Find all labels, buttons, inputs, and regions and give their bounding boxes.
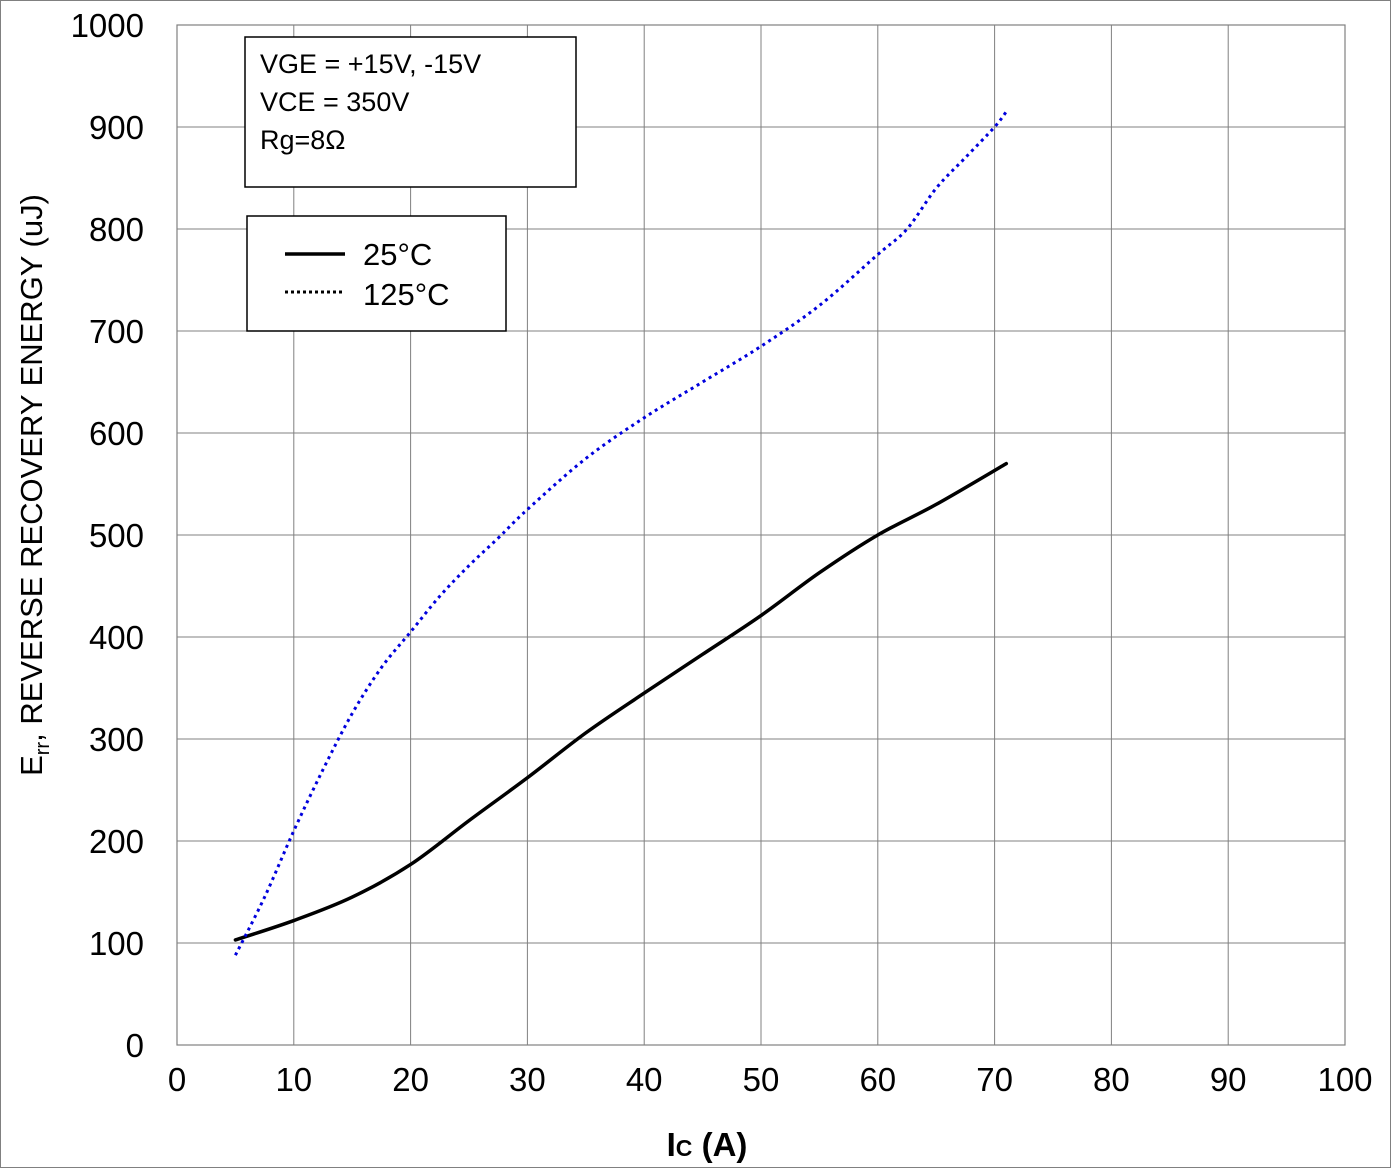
- legend: 25°C 125°C: [246, 215, 507, 332]
- x-axis-title: IC (A): [667, 1126, 748, 1163]
- tick-layer: 0 10 20 30 40 50 60 70 80 90 100010020030040050060…: [71, 7, 1373, 1098]
- y-axis-title-sub: rr: [32, 742, 54, 756]
- plot-area-border: [176, 24, 1346, 1046]
- y-axis-title-main: E: [14, 755, 49, 776]
- condition-vge: VGE = +15V, -15V: [260, 49, 481, 79]
- x-axis-title-sub: C: [676, 1135, 693, 1161]
- y-axis-title-rest: , REVERSE RECOVERY ENERGY (uJ): [14, 194, 49, 742]
- y-tick-label: 1000: [71, 7, 144, 44]
- y-tick-label: 700: [89, 313, 144, 350]
- condition-rg: Rg=8Ω: [260, 125, 345, 155]
- y-tick-label: 500: [89, 517, 144, 554]
- series-layer: [233, 110, 1009, 956]
- x-tick-label: 90: [1210, 1061, 1247, 1098]
- x-tick-label: 60: [859, 1061, 896, 1098]
- y-tick-label: 600: [89, 415, 144, 452]
- series-line-125c: [234, 110, 1008, 956]
- x-tick-label: 10: [275, 1061, 312, 1098]
- y-tick-label: 800: [89, 211, 144, 248]
- conditions-box-frame: [244, 36, 577, 188]
- x-axis-title-rest: (A): [692, 1126, 747, 1163]
- y-tick-label: 400: [89, 619, 144, 656]
- x-tick-label: 40: [626, 1061, 663, 1098]
- x-axis-title-main: I: [667, 1126, 676, 1163]
- x-tick-label: 100: [1317, 1061, 1372, 1098]
- x-tick-label: 20: [392, 1061, 429, 1098]
- legend-label-25c: 25°C: [363, 237, 432, 272]
- conditions-box: VGE = +15V, -15V VCE = 350V Rg=8Ω: [244, 36, 577, 188]
- y-tick-label: 0: [126, 1027, 144, 1064]
- x-tick-label: 70: [976, 1061, 1013, 1098]
- y-tick-label: 300: [89, 721, 144, 758]
- legend-label-125c: 125°C: [363, 277, 450, 312]
- x-tick-label: 30: [509, 1061, 546, 1098]
- y-tick-label: 900: [89, 109, 144, 146]
- condition-vce: VCE = 350V: [260, 87, 409, 117]
- x-tick-label: 50: [743, 1061, 780, 1098]
- y-tick-label: 100: [89, 925, 144, 962]
- y-tick-label: 200: [89, 823, 144, 860]
- series-line-25c: [233, 461, 1009, 942]
- x-tick-label: 0: [168, 1061, 186, 1098]
- y-axis-title: Err, REVERSE RECOVERY ENERGY (uJ): [14, 194, 54, 776]
- x-tick-label: 80: [1093, 1061, 1130, 1098]
- legend-frame: [246, 215, 507, 332]
